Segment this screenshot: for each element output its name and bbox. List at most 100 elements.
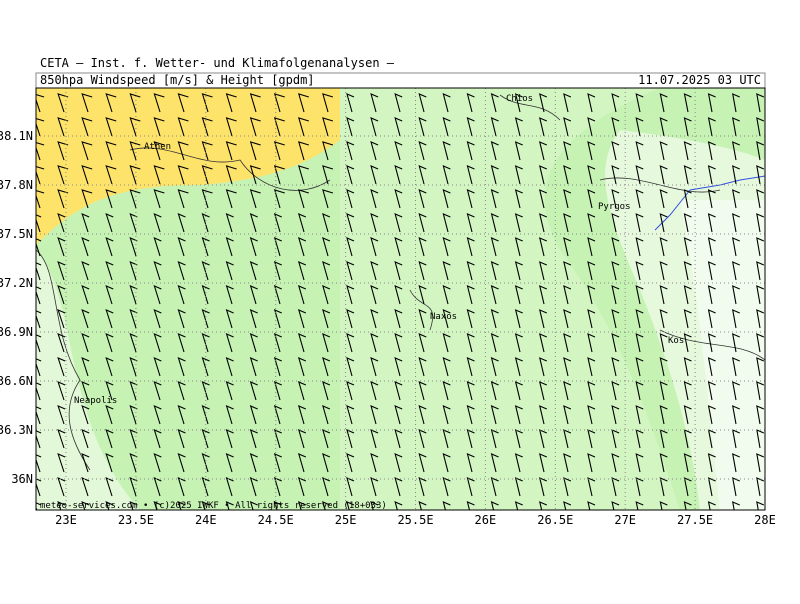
wind-barb (756, 93, 765, 113)
lat-label: 36.9N (0, 325, 33, 339)
wind-barb (731, 453, 740, 473)
wind-barb (81, 165, 93, 185)
wind-barb (36, 478, 42, 497)
wind-barb (394, 477, 403, 497)
wind-barb (105, 429, 114, 449)
wind-barb (442, 237, 451, 257)
wind-barb (322, 309, 331, 329)
wind-barb (514, 117, 523, 137)
wind-barb (129, 453, 138, 473)
wind-barb (201, 285, 210, 305)
wind-barb (563, 117, 572, 137)
wind-barb (514, 261, 523, 281)
wind-barb (249, 501, 258, 510)
wind-barb (418, 285, 427, 305)
wind-barb (611, 237, 620, 257)
wind-barb (273, 165, 285, 185)
wind-barb (201, 429, 210, 449)
wind-barb (322, 381, 331, 401)
wind-barb (707, 309, 716, 329)
wind-barb (81, 117, 93, 137)
wind-barb (756, 285, 765, 305)
wind-barb (539, 381, 548, 401)
wind-barb (394, 381, 403, 401)
wind-barb (249, 165, 261, 185)
wind-barb (683, 189, 692, 209)
wind-barb (201, 237, 210, 257)
wind-barb (394, 261, 403, 281)
wind-barb (490, 381, 499, 401)
wind-barb (466, 309, 475, 329)
place-labels: Chios Athen Pyrgos Naxos Kos Neapolis (74, 94, 684, 406)
wind-barb (418, 141, 427, 161)
wind-barb (442, 333, 451, 353)
wind-barb (514, 93, 523, 113)
wind-barb (346, 357, 355, 377)
wind-barb (539, 117, 548, 137)
wind-barb (490, 453, 499, 473)
wind-barb (539, 501, 548, 510)
wind-barb (731, 405, 740, 425)
wind-barb (707, 93, 716, 113)
wind-barb (394, 141, 403, 161)
wind-barb (466, 453, 475, 473)
wind-barb (635, 357, 644, 377)
wind-barb (659, 453, 668, 473)
wind-barb (297, 213, 307, 233)
wind-barb (201, 477, 210, 497)
wind-barb (659, 285, 668, 305)
wind-barb (394, 429, 403, 449)
wind-barb (297, 309, 307, 329)
wind-barb (683, 165, 692, 185)
wind-barb (346, 237, 355, 257)
wind-barb (201, 261, 210, 281)
wind-barb (707, 333, 716, 353)
wind-barb (394, 189, 403, 209)
lon-label: 26.5E (537, 513, 573, 527)
wind-barb (514, 141, 523, 161)
wind-barb (514, 381, 523, 401)
wind-barb (490, 165, 499, 185)
wind-barb (177, 477, 186, 497)
header-subtitle: 850hpa Windspeed [m/s] & Height [gpdm] (40, 73, 315, 87)
wind-barb (466, 333, 475, 353)
wind-barb (105, 165, 117, 185)
wind-barb (514, 501, 523, 510)
wind-barb (466, 237, 475, 257)
wind-barb (731, 381, 740, 401)
wind-barb (394, 117, 403, 137)
lat-label: 38.1N (0, 129, 33, 143)
wind-barb (249, 429, 258, 449)
wind-barb (683, 453, 692, 473)
wind-barb (36, 286, 42, 305)
wind-barb (466, 501, 475, 510)
wind-barb (539, 405, 548, 425)
wind-barb (57, 213, 66, 233)
wind-barb (731, 189, 740, 209)
wind-barb (297, 237, 307, 257)
wind-barb (442, 165, 451, 185)
wind-barb (273, 285, 282, 305)
wind-barb (563, 381, 572, 401)
wind-barb (442, 477, 451, 497)
wind-barb (442, 213, 451, 233)
wind-barb (635, 309, 644, 329)
wind-barb (707, 189, 716, 209)
wind-barb (273, 477, 282, 497)
wind-barb (731, 477, 740, 497)
wind-barb (57, 309, 66, 329)
wind-barb (539, 453, 548, 473)
wind-barb (57, 117, 69, 137)
wind-barb (611, 381, 620, 401)
wind-barb (153, 261, 162, 281)
wind-barb (394, 213, 403, 233)
wind-barb (297, 381, 307, 401)
wind-barb (153, 93, 165, 113)
wind-barb (225, 429, 234, 449)
wind-barb (756, 213, 765, 233)
wind-barb (129, 381, 138, 401)
wind-barb (201, 333, 210, 353)
wind-barb (731, 93, 740, 113)
wind-barb (57, 189, 69, 209)
wind-barb (563, 213, 572, 233)
